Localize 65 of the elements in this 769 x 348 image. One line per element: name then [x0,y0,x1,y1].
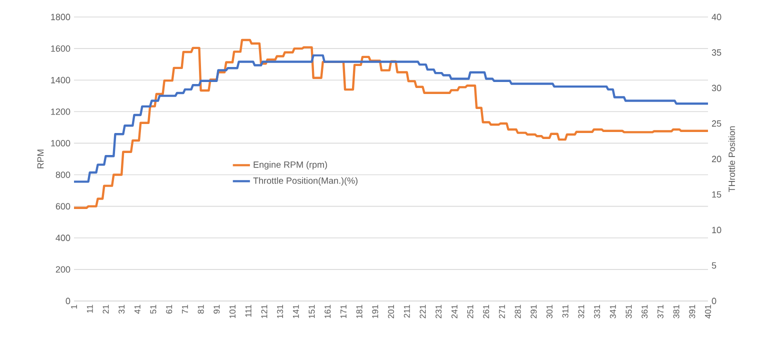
y-tick-label: 400 [56,234,70,242]
x-tick-label: 41 [134,304,140,314]
y-tick-label: 800 [56,172,70,178]
y-tick-label: 200 [56,266,70,273]
y-tick-label: 0 [66,298,70,304]
x-tick-label: 301 [546,304,552,318]
x-tick-label: 191 [372,304,378,318]
x-tick-label: 21 [102,304,109,314]
y2-tick-label: 35 [712,49,722,56]
x-tick-label: 121 [261,304,268,318]
x-tick-label: 271 [498,304,505,318]
legend-label: Throttle Position(Man.)(%) [253,177,358,186]
x-tick-label: 131 [277,304,284,318]
x-tick-label: 211 [404,304,410,318]
y2-tick-label: 40 [712,14,722,20]
x-tick-label: 261 [483,304,490,318]
x-tick-label: 231 [436,304,442,318]
x-tick-label: 141 [292,304,299,318]
legend-label: Engine RPM (rpm) [254,161,327,170]
x-tick-label: 311 [562,304,568,318]
y2-tick-label: 30 [712,84,722,92]
y2-tick-label: 20 [712,156,722,162]
x-tick-label: 321 [578,304,584,318]
y2-tick-label: 15 [712,191,722,198]
y-tick-label: 600 [56,203,70,210]
x-tick-label: 71 [182,304,188,314]
x-tick-label: 291 [530,304,537,318]
y-axis-title: RPM [37,150,44,168]
y2-tick-label: 5 [712,262,716,269]
x-tick-label: 111 [245,304,252,317]
y-tick-label: 1200 [51,108,70,115]
x-tick-label: 281 [514,304,521,318]
y-tick-label: 1400 [51,76,70,84]
y2-tick-label: 0 [712,298,716,304]
y-tick-label: 1600 [51,45,70,52]
x-tick-label: 251 [467,304,474,318]
x-tick-label: 341 [610,304,616,318]
x-tick-label: 371 [657,304,664,318]
x-tick-label: 181 [356,304,362,318]
y2-axis-title: THrottle Position [728,126,736,192]
x-tick-label: 381 [673,304,680,318]
x-tick-label: 391 [689,304,696,318]
x-tick-label: 361 [642,304,648,318]
x-tick-label: 51 [150,304,156,314]
x-tick-label: 201 [388,304,394,318]
x-tick-label: 331 [594,304,600,318]
x-tick-label: 31 [118,304,125,314]
x-tick-label: 101 [230,304,236,318]
x-tick-label: 221 [420,304,426,318]
x-tick-label: 151 [308,304,315,318]
y2-tick-label: 10 [712,226,722,234]
x-tick-label: 161 [324,304,331,318]
x-tick-label: 351 [626,304,632,318]
y-tick-label: 1800 [51,14,70,20]
y-tick-label: 1000 [51,140,70,146]
x-tick-label: 1 [71,304,77,309]
x-tick-label: 91 [214,304,220,314]
x-tick-label: 11 [86,304,93,313]
x-tick-label: 171 [340,304,346,318]
x-tick-label: 241 [451,304,458,318]
line-series [74,38,708,209]
x-tick-label: 81 [198,304,204,314]
x-tick-label: 401 [704,304,711,319]
x-tick-label: 61 [166,304,172,314]
y2-tick-label: 25 [712,120,722,127]
